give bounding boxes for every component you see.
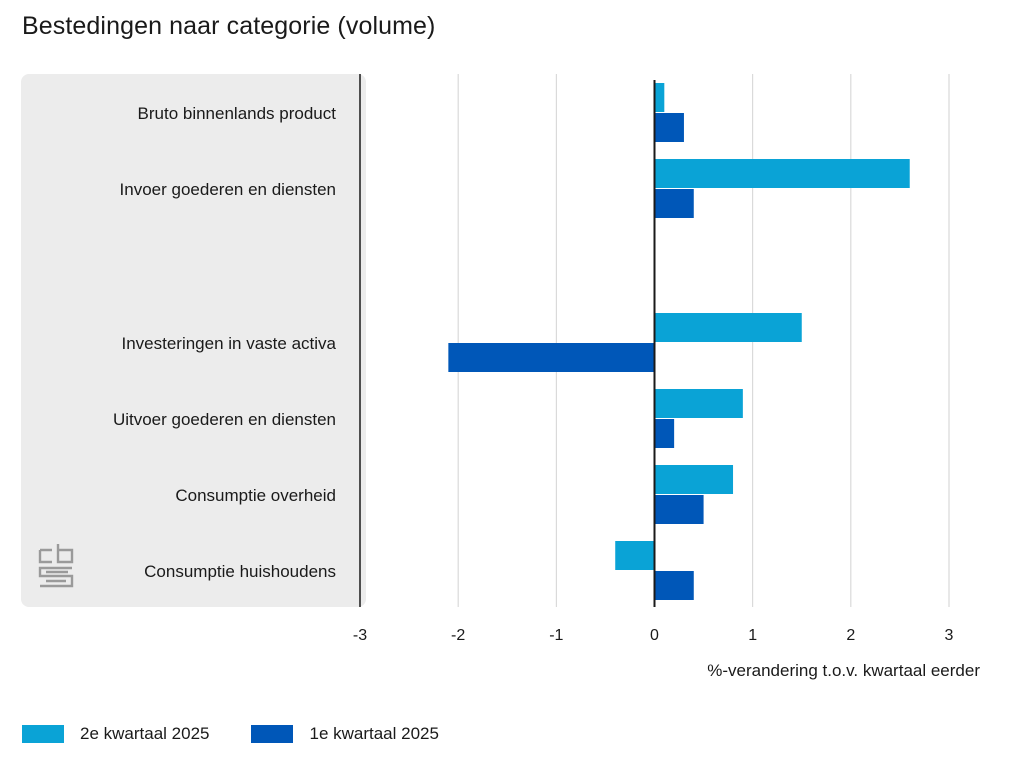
x-tick-label: -3: [353, 627, 367, 644]
x-axis-title: %-verandering t.o.v. kwartaal eerder: [707, 661, 980, 680]
legend: 2e kwartaal 2025 1e kwartaal 2025: [22, 724, 481, 744]
legend-swatch-series-1: [22, 725, 64, 743]
bars: [448, 83, 910, 600]
bar-series-2: [654, 419, 675, 448]
bar-series-1: [654, 465, 734, 494]
category-label: Bruto binnenlands product: [138, 104, 337, 123]
category-label: Uitvoer goederen en diensten: [113, 410, 336, 429]
bar-series-2: [654, 189, 694, 218]
legend-item-series-2: 1e kwartaal 2025: [251, 724, 439, 744]
category-label: Invoer goederen en diensten: [120, 180, 336, 199]
axes: [359, 74, 656, 607]
x-tick-label: 1: [748, 627, 757, 644]
legend-label-series-1: 2e kwartaal 2025: [80, 724, 210, 743]
bar-series-1: [615, 541, 655, 570]
legend-item-series-1: 2e kwartaal 2025: [22, 724, 209, 744]
category-labels: Bruto binnenlands product Invoer goederen…: [113, 104, 337, 581]
bar-series-1: [654, 83, 665, 112]
category-label: Consumptie huishoudens: [144, 562, 336, 581]
x-tick-label: -2: [451, 627, 465, 644]
category-label: Consumptie overheid: [175, 486, 336, 505]
bar-series-2: [448, 343, 655, 372]
legend-label-series-2: 1e kwartaal 2025: [309, 724, 439, 743]
bar-series-1: [654, 159, 910, 188]
category-label-panel: [21, 74, 366, 607]
chart-title: Bestedingen naar categorie (volume): [22, 12, 436, 40]
x-tick-label: 0: [650, 627, 659, 644]
x-tick-label: -1: [549, 627, 563, 644]
legend-swatch-series-2: [251, 725, 294, 743]
x-tick-label: 2: [846, 627, 855, 644]
cbs-logo-icon: [38, 544, 74, 588]
bar-series-1: [654, 313, 802, 342]
bar-series-1: [654, 389, 743, 418]
x-tick-label: 3: [945, 627, 954, 644]
bar-series-2: [654, 571, 694, 600]
bar-series-2: [654, 113, 684, 142]
bar-series-2: [654, 495, 704, 524]
x-tick-labels: -3 -2 -1 0 1 2 3: [353, 627, 954, 644]
category-label: Investeringen in vaste activa: [121, 334, 336, 353]
